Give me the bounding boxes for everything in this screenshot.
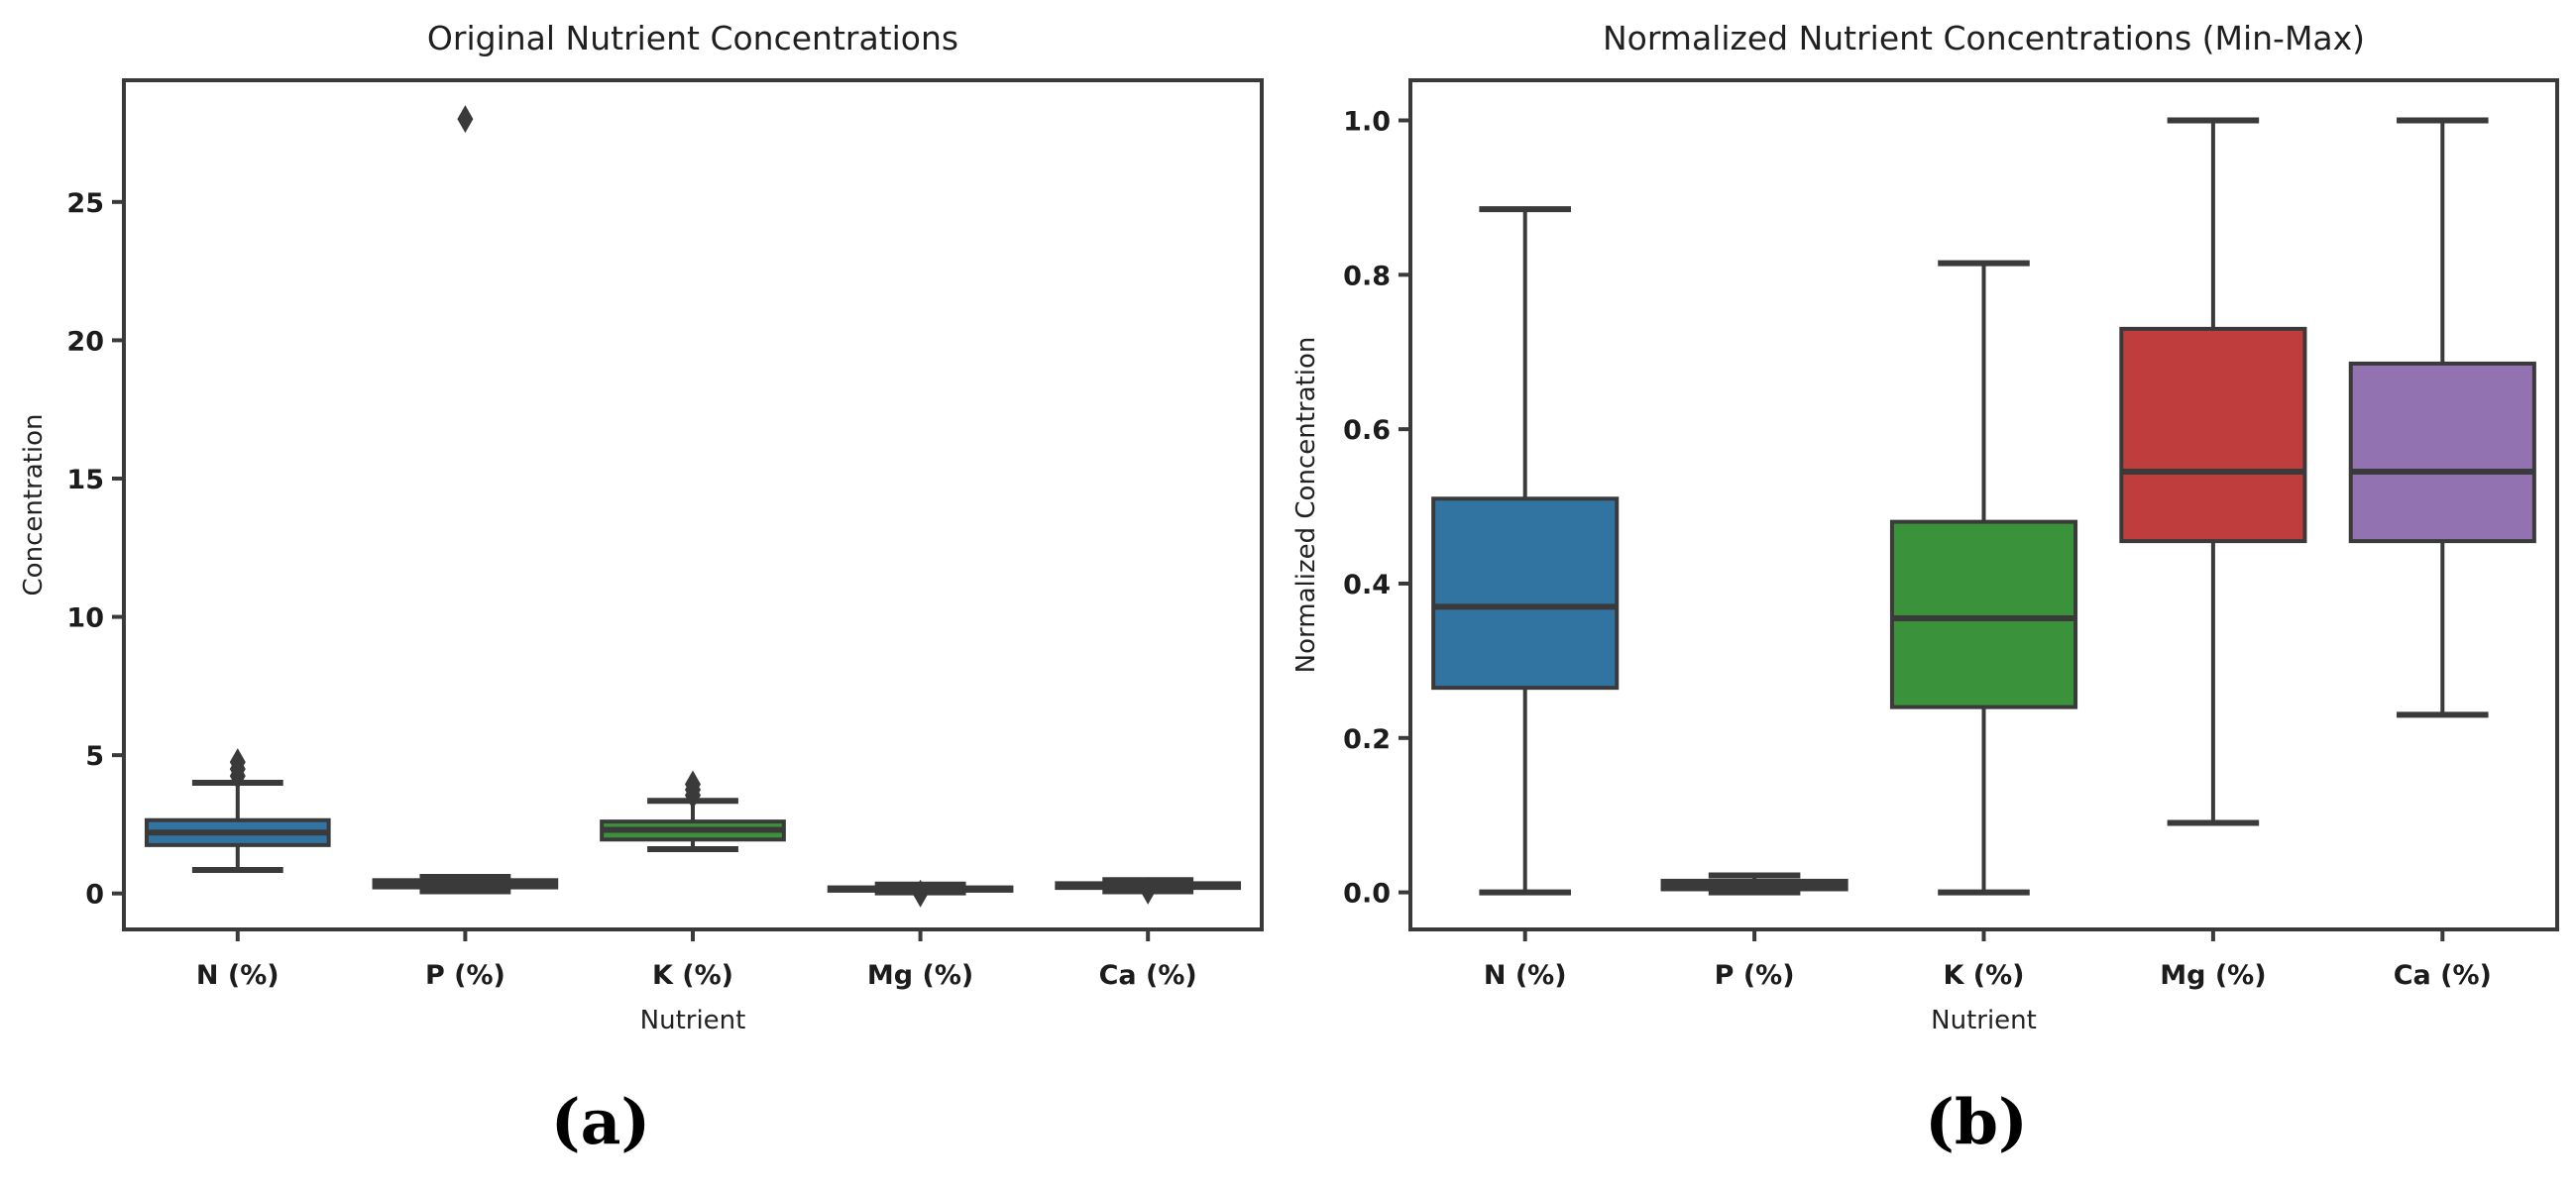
- box-mg: [2119, 117, 2307, 826]
- y-tick-label: 5: [85, 741, 104, 772]
- x-tick-label: Ca (%): [1099, 960, 1197, 991]
- y-tick-label: 1.0: [1343, 107, 1391, 138]
- y-axis-label: Normalized Concentration: [1291, 337, 1321, 674]
- boxplot-panel-normalized: 0.0 0.2 0.4 0.6 0.8 1.0 N (%) P (%) K (%) Mg (%) C…: [1288, 0, 2576, 1054]
- x-tick-label: Ca (%): [2394, 960, 2492, 991]
- y-tick-label: 10: [66, 603, 104, 634]
- outlier-diamond: [912, 879, 929, 908]
- box-k: [600, 770, 786, 853]
- subfigure-label-b: (b): [1925, 1085, 2028, 1158]
- chart-title: Normalized Nutrient Concentrations (Min-…: [1603, 19, 2365, 57]
- y-tick-label: 0.8: [1343, 261, 1391, 291]
- boxplot-svg-a: 0 5 10 15 20 25 N (%) P (%) K (%) Mg (%) Ca (%) Ori…: [19, 19, 1264, 1035]
- x-axis-label: Nutrient: [1931, 1006, 2037, 1035]
- y-tick-label: 0.2: [1343, 724, 1391, 755]
- box-k: [1889, 260, 2078, 896]
- y-tick-label: 15: [66, 465, 104, 495]
- x-tick-label: Mg (%): [2160, 960, 2266, 991]
- iqr-box: [2119, 326, 2307, 544]
- x-tick-label: K (%): [652, 960, 733, 991]
- box-mg: [827, 879, 1014, 908]
- y-tick-label: 0: [85, 880, 104, 911]
- x-axis-label: Nutrient: [640, 1006, 746, 1035]
- y-axis-label: Concentration: [19, 414, 49, 596]
- outlier-diamond: [229, 748, 246, 777]
- x-tick-label: K (%): [1943, 960, 2024, 991]
- box-n: [1431, 206, 1620, 896]
- x-tick-label: P (%): [1715, 960, 1795, 991]
- box-p: [372, 105, 559, 895]
- box-ca: [2348, 117, 2536, 718]
- subfigure-label-a: (a): [550, 1085, 651, 1158]
- iqr-box: [2348, 361, 2536, 544]
- y-tick-label: 0.4: [1343, 570, 1391, 600]
- chart-title: Original Nutrient Concentrations: [427, 19, 958, 57]
- box-p: [1660, 872, 1848, 896]
- boxplot-panel-original: 0 5 10 15 20 25 N (%) P (%) K (%) Mg (%) Ca (%) Ori…: [0, 0, 1318, 1054]
- x-tick-label: P (%): [425, 960, 505, 991]
- y-tick-label: 25: [66, 188, 104, 219]
- x-tick-label: N (%): [1484, 960, 1567, 991]
- x-tick-label: N (%): [196, 960, 280, 991]
- y-tick-label: 0.0: [1343, 879, 1391, 910]
- box-n: [144, 748, 331, 873]
- outlier-diamond: [457, 105, 474, 134]
- x-tick-label: Mg (%): [867, 960, 973, 991]
- outlier-diamond: [685, 770, 701, 799]
- iqr-box: [1431, 496, 1620, 691]
- outlier-diamond: [1140, 876, 1157, 905]
- y-tick-label: 0.6: [1343, 415, 1391, 446]
- boxplot-svg-b: 0.0 0.2 0.4 0.6 0.8 1.0 N (%) P (%) K (%) Mg (%) C…: [1291, 19, 2559, 1035]
- y-tick-label: 20: [66, 326, 104, 357]
- box-ca: [1055, 876, 1242, 905]
- iqr-box: [1889, 519, 2078, 709]
